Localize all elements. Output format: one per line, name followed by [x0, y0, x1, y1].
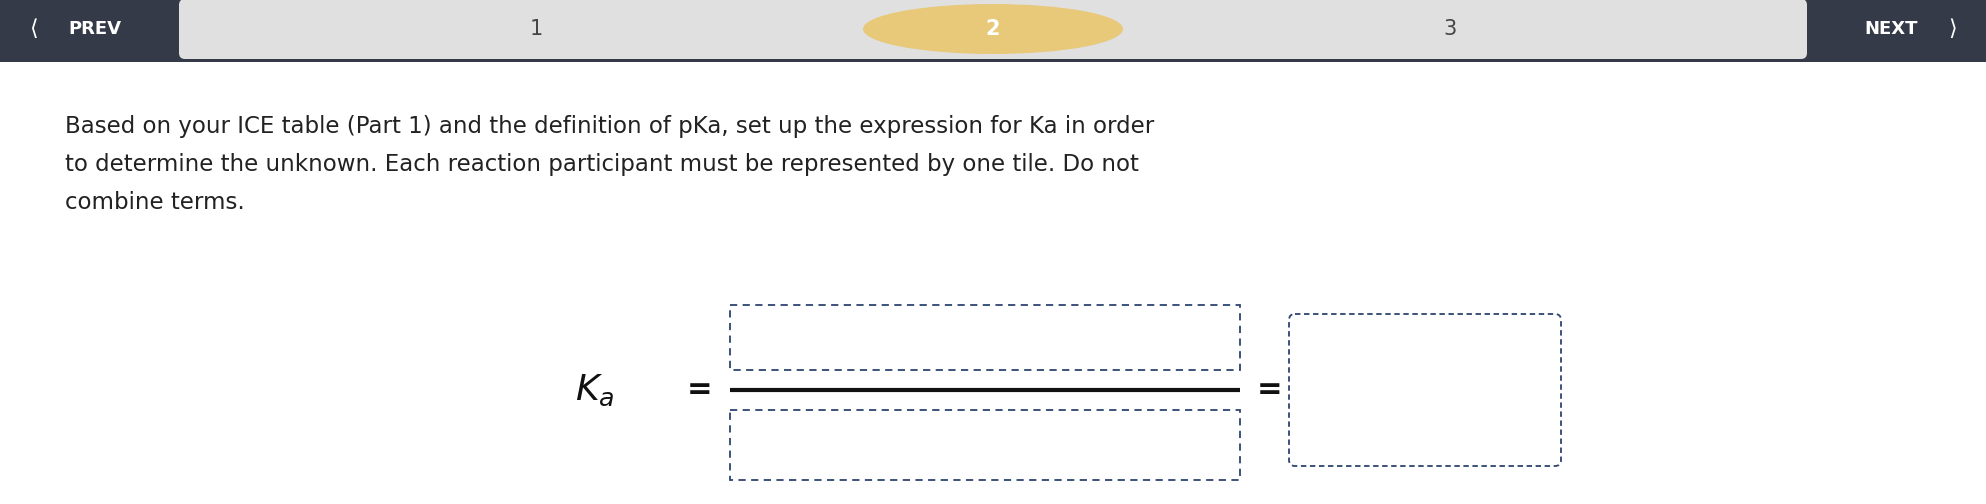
FancyBboxPatch shape: [179, 0, 1807, 59]
FancyBboxPatch shape: [0, 0, 1986, 62]
Ellipse shape: [864, 4, 1122, 54]
Text: Based on your ICE table (Part 1) and the definition of pKa, set up the expressio: Based on your ICE table (Part 1) and the…: [66, 115, 1154, 138]
Text: $K_a$: $K_a$: [576, 372, 616, 408]
Text: 1: 1: [530, 19, 542, 39]
Text: =: =: [1257, 375, 1283, 405]
Text: ⟨: ⟨: [28, 19, 38, 39]
Text: to determine the unknown. Each reaction participant must be represented by one t: to determine the unknown. Each reaction …: [66, 153, 1138, 176]
Text: combine terms.: combine terms.: [66, 191, 244, 214]
Text: ⟩: ⟩: [1948, 19, 1958, 39]
Text: 3: 3: [1444, 19, 1456, 39]
Text: PREV: PREV: [68, 20, 121, 38]
Text: 2: 2: [985, 19, 1001, 39]
Text: NEXT: NEXT: [1865, 20, 1918, 38]
Text: =: =: [687, 375, 713, 405]
